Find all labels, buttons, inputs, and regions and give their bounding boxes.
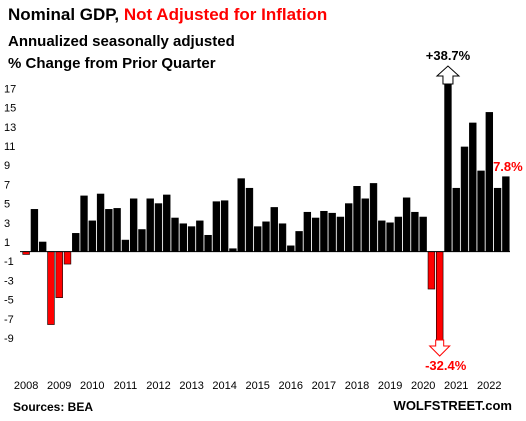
bar (493, 187, 502, 252)
bar (96, 193, 105, 252)
x-tick-label: 2013 (179, 380, 203, 392)
bar (171, 217, 179, 252)
bar (47, 251, 55, 325)
x-tick-label: 2015 (245, 380, 269, 392)
bar (187, 226, 196, 252)
bar (129, 198, 138, 252)
bar (212, 201, 221, 252)
bar (336, 216, 345, 252)
bar (88, 220, 96, 252)
y-tick-label: 15 (4, 103, 16, 115)
bar (179, 223, 187, 252)
bar (270, 207, 278, 252)
annotation-latest-label: 7.8% (493, 159, 523, 174)
chart-title-part1: Nominal GDP, (8, 5, 124, 24)
y-tick-label: 7 (4, 179, 10, 191)
source-note: Sources: BEA (13, 400, 94, 414)
y-tick-label: 9 (4, 160, 10, 172)
bar (311, 217, 320, 252)
bar (303, 211, 312, 252)
y-tick-label: 11 (4, 141, 15, 153)
bar (278, 223, 287, 252)
y-tick-label: 5 (4, 199, 10, 211)
bar (113, 208, 121, 252)
bar (328, 212, 336, 252)
x-tick-label: 2019 (378, 380, 402, 392)
bar (105, 209, 113, 252)
bar (353, 186, 361, 252)
bar (444, 79, 452, 252)
bar (237, 178, 245, 252)
x-tick-label: 2014 (212, 380, 236, 392)
x-tick-label: 2021 (444, 380, 468, 392)
bar (204, 234, 212, 252)
bar (220, 200, 229, 252)
bar (146, 198, 154, 252)
x-tick-label: 2008 (14, 380, 38, 392)
bar (121, 239, 130, 252)
x-tick-label: 2009 (47, 380, 71, 392)
x-tick-label: 2010 (80, 380, 104, 392)
bar (386, 222, 394, 252)
chart-subtitle-line2: % Change from Prior Quarter (8, 55, 216, 72)
chart-subtitle-line1: Annualized seasonally adjusted (8, 33, 235, 50)
bar (163, 194, 171, 252)
x-tick-label: 2012 (146, 380, 170, 392)
y-tick-label: 1 (4, 237, 10, 249)
bar (435, 251, 444, 347)
x-tick-label: 2020 (411, 380, 435, 392)
y-tick-label: -1 (4, 256, 14, 268)
y-tick-label: -5 (4, 295, 14, 307)
x-tick-label: 2017 (312, 380, 336, 392)
brand-watermark: WOLFSTREET.com (393, 398, 512, 413)
bar (287, 245, 295, 252)
bar (452, 187, 460, 252)
annotation-max-label: +38.7% (426, 48, 471, 63)
bar (63, 251, 72, 265)
bar (30, 209, 39, 252)
bar (378, 220, 386, 252)
y-tick-label: -7 (4, 314, 14, 326)
bar (55, 251, 63, 298)
bar (295, 231, 303, 252)
x-tick-label: 2016 (279, 380, 303, 392)
bar (419, 216, 427, 252)
bar (469, 122, 477, 252)
bar (411, 211, 419, 252)
bar (361, 198, 369, 252)
bar (38, 241, 47, 252)
y-tick-label: 3 (4, 218, 10, 230)
y-tick-label: -3 (4, 275, 14, 287)
bar (245, 187, 254, 252)
x-tick-label: 2011 (114, 380, 138, 392)
bar (254, 226, 262, 252)
bar (320, 210, 328, 252)
y-tick-label: 17 (4, 83, 16, 95)
bar (460, 146, 469, 252)
bar (477, 170, 485, 252)
y-tick-label: -9 (4, 333, 14, 345)
bar (80, 195, 88, 252)
chart-title-highlight: Not Adjusted for Inflation (123, 5, 328, 24)
down-arrow-icon (428, 339, 451, 357)
bar (402, 197, 411, 252)
y-tick-label: 13 (4, 122, 16, 134)
bar (345, 203, 353, 252)
bar (72, 233, 80, 252)
x-tick-label: 2018 (345, 380, 369, 392)
bar (262, 221, 270, 252)
annotation-min-label: -32.4% (425, 358, 467, 373)
x-tick-label: 2022 (477, 380, 501, 392)
bar (502, 176, 510, 252)
up-arrow-icon (435, 65, 461, 85)
bar (196, 220, 204, 252)
chart-title: Nominal GDP, Not Adjusted for Inflation (8, 5, 327, 25)
bar (138, 229, 146, 252)
bar (394, 216, 403, 252)
bar (154, 203, 163, 252)
bar (485, 112, 494, 252)
bar (427, 251, 436, 290)
bar (369, 183, 378, 252)
